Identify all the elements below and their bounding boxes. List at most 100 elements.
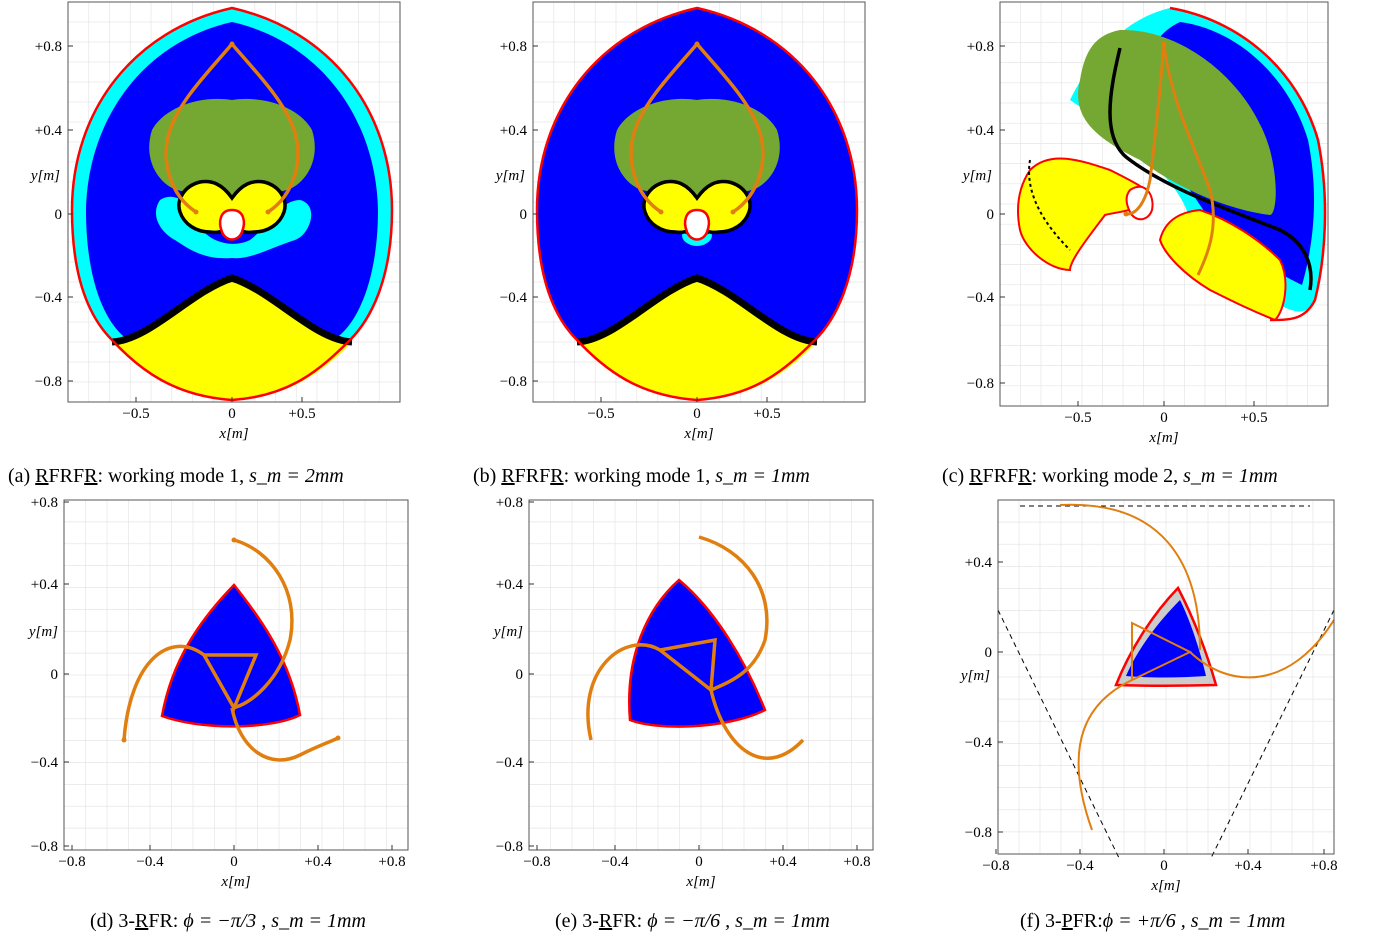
trajectory-point — [193, 209, 199, 215]
trajectory — [1059, 503, 1335, 831]
y-tick-label: +0.4 — [31, 577, 59, 593]
x-tick-label: 0 — [1160, 410, 1168, 426]
caption-a: (a) RFRFR: working mode 1, s_m = 2mm — [8, 465, 344, 487]
panel-d-plot: −0.8 −0.4 0 +0.4 +0.8 +0.8 +0.4 0 −0.4 −0.8 x[m] y[… — [27, 495, 409, 890]
singularity-curve — [576, 274, 818, 346]
x-axis-label: x[m] — [1150, 878, 1180, 894]
y-tick-label: −0.8 — [35, 374, 62, 390]
caption-f: (f) 3-PFR:ϕ = +π/6 , s_m = 1mm — [1020, 910, 1286, 932]
blue-region — [1126, 600, 1206, 678]
y-tick-label: +0.8 — [31, 495, 58, 511]
x-tick-label: 0 — [230, 854, 238, 870]
y-tick-label: +0.4 — [967, 123, 995, 139]
axes-box — [532, 1, 866, 403]
x-tick-label: 0 — [695, 854, 703, 870]
panel-e-plot: −0.8 −0.4 0 +0.4 +0.8 +0.8 +0.4 0 −0.4 −0.8 x[m] y[… — [492, 495, 874, 890]
x-tick-label: −0.5 — [587, 406, 614, 422]
y-tick-label: +0.4 — [35, 123, 63, 139]
y-tick-label: +0.8 — [35, 39, 62, 55]
x-tick-label: 0 — [228, 406, 236, 422]
yellow-region-bottom — [112, 282, 352, 400]
workspace-boundary — [1114, 585, 1218, 687]
y-tick-label: 0 — [985, 645, 993, 661]
yellow-region-left — [1017, 157, 1152, 272]
blue-region — [629, 580, 765, 727]
workspace-boundary — [1169, 6, 1327, 322]
y-tick-label: +0.4 — [500, 123, 528, 139]
y-axis-label: y[m] — [961, 168, 992, 184]
y-tick-label: −0.4 — [967, 290, 995, 306]
axes-box — [63, 499, 409, 851]
y-tick-label: 0 — [520, 207, 528, 223]
x-tick-label: +0.8 — [378, 854, 405, 870]
guide-line — [997, 609, 1121, 861]
y-tick-label: −0.4 — [35, 290, 63, 306]
trajectory-point — [121, 737, 127, 743]
x-tick-label: 0 — [1160, 858, 1168, 874]
y-tick-label: −0.8 — [967, 376, 994, 392]
x-axis-label: x[m] — [683, 426, 713, 442]
y-axis-label: y[m] — [29, 168, 60, 184]
y-tick-label: −0.4 — [965, 735, 993, 751]
green-region — [1078, 29, 1276, 215]
x-tick-label: −0.8 — [58, 854, 85, 870]
panel-f-plot: −0.8 −0.4 0 +0.4 +0.8 +0.4 0 −0.4 −0.8 x[m] y[m] — [959, 499, 1338, 894]
caption-d: (d) 3-RFR: ϕ = −π/3 , s_m = 1mm — [90, 910, 366, 932]
trajectory-point — [1123, 211, 1129, 217]
hole-boundary — [218, 208, 246, 241]
x-tick-label: 0 — [693, 406, 701, 422]
guide-line — [1209, 609, 1335, 861]
platform-triangle — [1131, 621, 1193, 682]
trajectory — [1125, 43, 1215, 276]
y-tick-label: −0.4 — [500, 290, 528, 306]
x-tick-label: −0.5 — [1064, 410, 1091, 426]
trajectory-point — [730, 209, 736, 215]
trajectory-point — [694, 41, 700, 47]
x-tick-label: −0.8 — [523, 854, 550, 870]
singularity-curve — [1108, 47, 1313, 291]
y-tick-label: 0 — [987, 207, 995, 223]
x-tick-label: +0.8 — [1310, 858, 1337, 874]
workspace-boundary — [160, 583, 302, 728]
y-tick-label: −0.8 — [496, 839, 523, 855]
trajectory — [122, 538, 339, 762]
y-tick-label: +0.8 — [967, 39, 994, 55]
axes-box — [997, 499, 1335, 855]
trajectory-point — [1161, 41, 1167, 47]
x-tick-label: −0.4 — [136, 854, 164, 870]
x-tick-label: +0.5 — [288, 406, 315, 422]
x-tick-label: +0.5 — [1240, 410, 1267, 426]
x-tick-label: +0.4 — [304, 854, 332, 870]
axes-box — [528, 499, 874, 851]
caption-b: (b) RFRFR: working mode 1, s_m = 1mm — [473, 465, 810, 487]
x-tick-label: +0.8 — [843, 854, 870, 870]
x-tick-label: −0.4 — [601, 854, 629, 870]
cyan-inner — [155, 196, 312, 259]
y-tick-label: +0.4 — [496, 577, 524, 593]
panel-a-plot: −0.5 0 +0.5 +0.8 +0.4 0 −0.4 −0.8 x[m] y[m] — [29, 1, 401, 442]
green-region — [614, 98, 780, 196]
y-tick-label: −0.8 — [31, 839, 58, 855]
y-tick-label: 0 — [51, 667, 59, 683]
trajectory — [586, 535, 805, 760]
x-axis-label: x[m] — [220, 874, 250, 890]
panel-c-plot: −0.5 0 +0.5 +0.8 +0.4 0 −0.4 −0.8 x[m] y[m] — [961, 1, 1329, 446]
y-tick-label: −0.4 — [31, 755, 59, 771]
yellow-region-bottom — [577, 282, 817, 400]
y-tick-label: +0.4 — [965, 555, 993, 571]
trajectory — [629, 42, 765, 214]
x-tick-label: +0.4 — [769, 854, 797, 870]
hole-boundary — [683, 208, 711, 241]
y-tick-label: +0.8 — [500, 39, 527, 55]
green-region — [149, 98, 315, 196]
x-axis-label: x[m] — [1148, 430, 1178, 446]
y-tick-label: −0.8 — [500, 374, 527, 390]
x-tick-label: −0.8 — [982, 858, 1009, 874]
y-tick-label: −0.8 — [965, 825, 992, 841]
trajectory-point — [658, 209, 664, 215]
panel-b-plot: −0.5 0 +0.5 +0.8 +0.4 0 −0.4 −0.8 x[m] y[m] — [494, 1, 866, 442]
y-axis-label: y[m] — [494, 168, 525, 184]
trajectory-point — [229, 41, 235, 47]
trajectory-point — [335, 735, 341, 741]
caption-e: (e) 3-RFR: ϕ = −π/6 , s_m = 1mm — [555, 910, 830, 932]
